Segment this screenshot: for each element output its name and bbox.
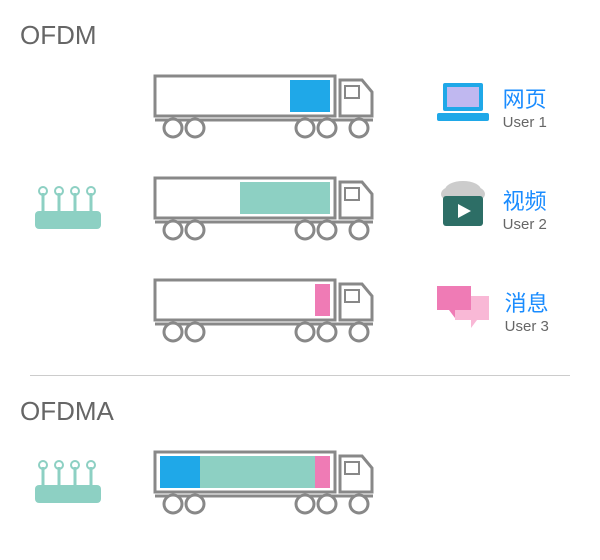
user3-label-cn: 消息 — [505, 286, 549, 318]
ofdma-title: OFDMA — [20, 396, 580, 427]
router-icon-2 — [20, 455, 118, 510]
ofdm-truck-2 — [118, 168, 432, 248]
user3-label-en: User 3 — [505, 318, 549, 335]
video-icon — [433, 178, 493, 238]
router-icon-1 — [20, 181, 118, 236]
section-divider — [30, 375, 570, 376]
ofdm-row-2: 视频 User 2 — [20, 163, 580, 253]
message-icon — [433, 282, 495, 339]
ofdm-truck-1 — [118, 66, 432, 146]
ofdma-row — [20, 437, 580, 527]
ofdm-row-1: 网页 User 1 — [20, 61, 580, 151]
user1-label-cn: 网页 — [503, 82, 547, 114]
ofdm-title: OFDM — [20, 20, 580, 51]
user2-label-cn: 视频 — [503, 184, 547, 216]
ofdm-truck-3 — [118, 270, 432, 350]
user2-label-en: User 2 — [503, 216, 547, 233]
ofdma-truck — [118, 442, 432, 522]
laptop-icon — [433, 79, 493, 134]
ofdm-row-3: 消息 User 3 — [20, 265, 580, 355]
user1-label-en: User 1 — [503, 114, 547, 131]
